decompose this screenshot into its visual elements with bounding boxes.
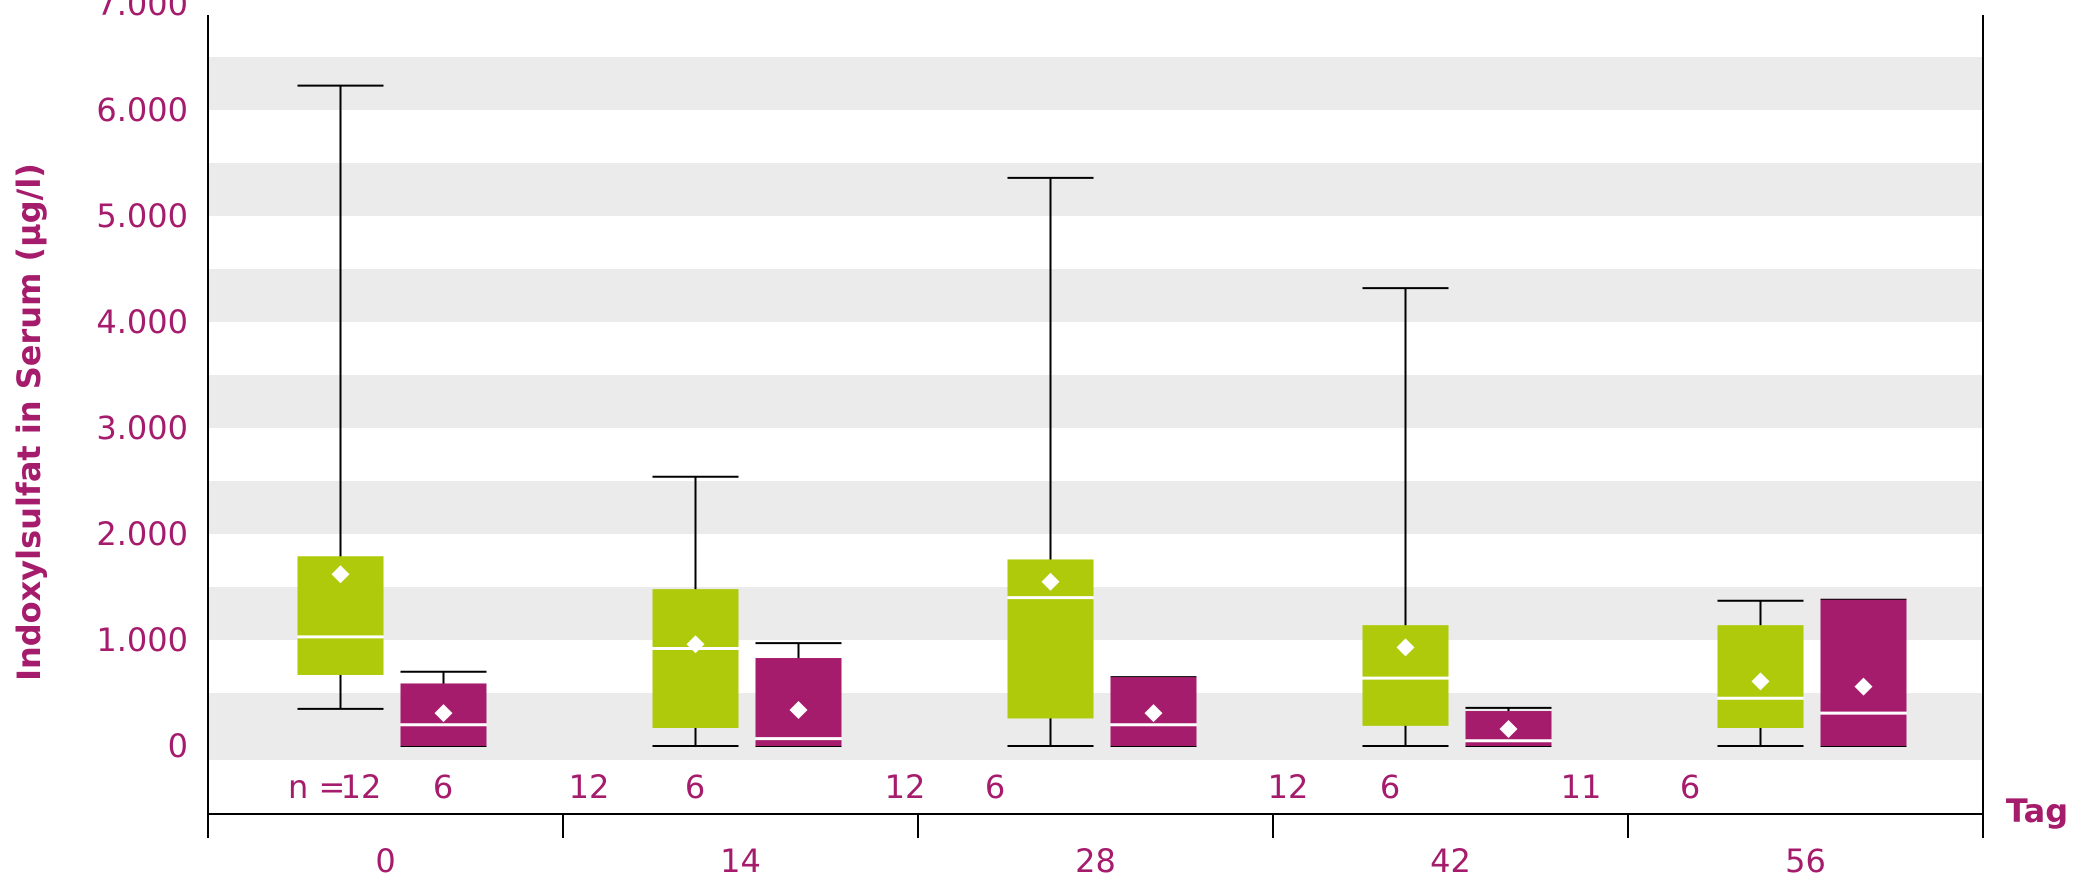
axes: [207, 15, 1984, 838]
grid-band: [208, 57, 1983, 110]
y-axis-title: Indoxylsulfat in Serum (µg/l): [10, 163, 48, 681]
grid-band: [208, 375, 1983, 428]
x-tick-marks: [207, 814, 1984, 838]
box-plot-green-28: [1007, 176, 1094, 747]
y-tick-label: 0: [168, 727, 188, 765]
y-tick-label: 2.000: [96, 515, 188, 553]
y-tick-labels: 0 1.000 2.000 3.000 4.000 5.000 6.000 7.000: [96, 0, 188, 765]
grid-band: [208, 481, 1983, 534]
mean-marker: [686, 635, 705, 654]
n-label: 6: [985, 768, 1005, 806]
n-label: 6: [1380, 768, 1400, 806]
y-tick-label: 6.000: [96, 91, 188, 129]
box-plot-green-56: [1717, 599, 1804, 747]
box-plot-green-42: [1362, 287, 1449, 747]
box-plot-magenta-0: [400, 670, 487, 747]
box-plot-magenta-28: [1110, 676, 1197, 747]
mean-marker: [1499, 720, 1518, 739]
x-axis-title: Tag: [2006, 792, 2068, 830]
x-tick-label: 56: [1785, 842, 1826, 876]
mean-marker: [331, 565, 350, 584]
box-plot-magenta-56: [1820, 598, 1907, 747]
y-tick-label: 4.000: [96, 303, 188, 341]
box-plot-magenta-14: [755, 642, 842, 747]
box-plots: [297, 84, 1907, 747]
grid-bands: [208, 57, 1983, 760]
n-label: 12: [1268, 768, 1309, 806]
box-iqr: [1820, 599, 1907, 746]
box-plot-magenta-42: [1465, 706, 1552, 747]
x-tick-label: 14: [720, 842, 761, 876]
n-prefix-label: n =: [288, 768, 345, 806]
y-tick-label: 7.000: [96, 0, 188, 23]
n-label: 6: [433, 768, 453, 806]
n-label: 11: [1561, 768, 1602, 806]
mean-marker: [1854, 677, 1873, 696]
grid-band: [208, 163, 1983, 216]
mean-marker: [789, 700, 808, 719]
y-tick-label: 3.000: [96, 409, 188, 447]
y-tick-label: 1.000: [96, 621, 188, 659]
n-label: 12: [341, 768, 382, 806]
grid-band: [208, 693, 1983, 760]
mean-marker: [1751, 672, 1770, 691]
n-label: 6: [685, 768, 705, 806]
mean-marker: [1396, 638, 1415, 657]
x-tick-label: 0: [375, 842, 395, 876]
mean-marker: [1144, 704, 1163, 723]
x-tick-labels: 0 14 28 42 56: [375, 842, 1826, 876]
box-plot-green-0: [297, 84, 384, 710]
n-label: 12: [885, 768, 926, 806]
mean-marker: [434, 704, 453, 723]
box-iqr: [652, 589, 739, 728]
grid-band: [208, 587, 1983, 640]
n-label: 6: [1680, 768, 1700, 806]
grid-band: [208, 269, 1983, 322]
n-labels: n =12 6 12 6 12 6 12 6 11 6: [288, 768, 1700, 806]
y-tick-label: 5.000: [96, 197, 188, 235]
box-plot-green-14: [652, 475, 739, 747]
x-tick-label: 42: [1430, 842, 1471, 876]
n-label: 12: [569, 768, 610, 806]
x-tick-label: 28: [1075, 842, 1116, 876]
mean-marker: [1041, 572, 1060, 591]
